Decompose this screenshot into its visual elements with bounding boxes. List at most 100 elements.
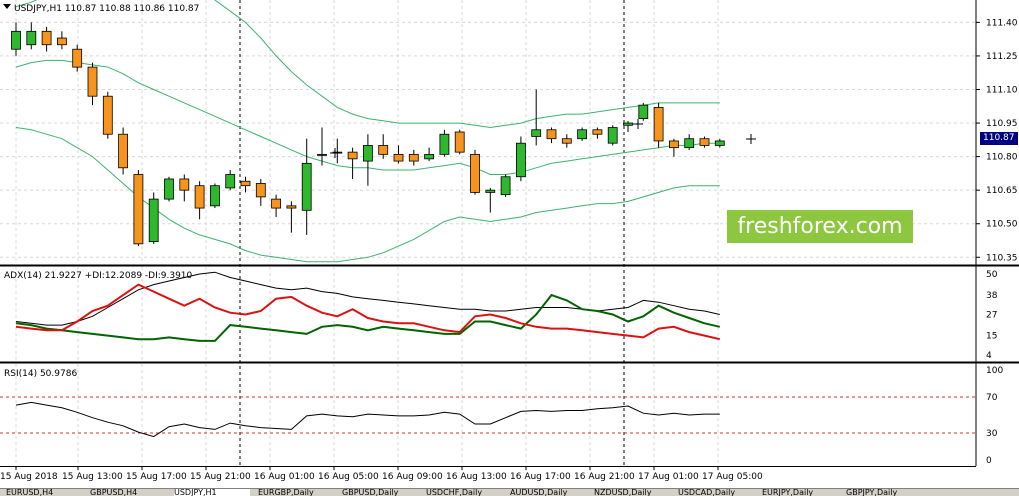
candle bbox=[102, 91, 113, 139]
candle bbox=[362, 134, 373, 186]
candle bbox=[26, 22, 37, 50]
tab-gbpusd-h4[interactable]: GBPUSD,H4 bbox=[90, 489, 138, 496]
bull-candle-body bbox=[225, 174, 236, 189]
bear-candle-body bbox=[194, 185, 205, 209]
adx-series-adx bbox=[15, 271, 720, 326]
candle bbox=[408, 149, 419, 166]
bull-candle-body bbox=[531, 129, 542, 137]
candle bbox=[454, 129, 465, 155]
session-separators bbox=[239, 0, 625, 466]
current-price-label: 110.87 bbox=[980, 132, 1018, 145]
candle bbox=[271, 194, 282, 218]
bull-candle-body bbox=[424, 153, 435, 160]
tab-usdcad-daily[interactable]: USDCAD,Daily bbox=[678, 489, 736, 496]
candle bbox=[531, 89, 542, 146]
bear-candle-body bbox=[393, 153, 404, 162]
tab-gbpjpy-daily[interactable]: GBPJPY,Daily bbox=[846, 489, 898, 496]
time-tick-label: 16 Aug 13:00 bbox=[446, 472, 507, 482]
bear-candle-body bbox=[87, 66, 98, 97]
candle bbox=[286, 201, 297, 233]
bear-candle-body bbox=[286, 205, 297, 209]
bear-candle-body bbox=[133, 174, 144, 245]
adx-indicator bbox=[15, 271, 721, 342]
candle bbox=[592, 127, 603, 139]
candle bbox=[638, 102, 649, 121]
adx-tick-label: 4 bbox=[986, 351, 992, 361]
tab-nzdusd-daily[interactable]: NZDUSD,Daily bbox=[594, 489, 652, 496]
candle bbox=[684, 134, 695, 150]
candle bbox=[516, 136, 526, 182]
candle bbox=[424, 147, 435, 162]
candle bbox=[148, 192, 159, 244]
rsi-tick-label: 0 bbox=[986, 456, 992, 466]
rsi-indicator bbox=[0, 396, 976, 438]
price-tick-label: 110.95 bbox=[986, 119, 1018, 129]
rsi-series bbox=[15, 401, 720, 438]
candle bbox=[347, 147, 358, 179]
price-axis: 111.40 111.25 111.10 110.95 110.80 110.65 110.… bbox=[976, 18, 1018, 466]
chart-tabs: EURUSD,H4 GBPUSD,H4 USDJPY,H1 EURGBP,Daily G… bbox=[0, 488, 1019, 496]
bull-candle-body bbox=[164, 178, 174, 200]
price-tick-label: 110.80 bbox=[986, 153, 1018, 163]
tab-gbpusd-daily[interactable]: GBPUSD,Daily bbox=[342, 489, 399, 496]
price-tick-label: 111.25 bbox=[986, 52, 1018, 62]
bear-candle-body bbox=[240, 180, 251, 187]
candle bbox=[393, 145, 404, 164]
tab-eurjpy-daily[interactable]: EURJPY,Daily bbox=[762, 489, 814, 496]
candle bbox=[41, 26, 52, 52]
candle bbox=[87, 62, 98, 106]
tab-eurusd-h4[interactable]: EURUSD,H4 bbox=[6, 489, 54, 496]
candlesticks bbox=[11, 22, 756, 247]
candle bbox=[209, 183, 220, 209]
bear-candle-body bbox=[546, 129, 557, 140]
time-tick-label: 16 Aug 17:00 bbox=[510, 472, 571, 482]
candle bbox=[378, 134, 389, 159]
bear-candle-body bbox=[561, 138, 572, 144]
time-tick-label: 16 Aug 05:00 bbox=[318, 472, 379, 482]
candle bbox=[118, 127, 128, 175]
candle bbox=[194, 181, 205, 220]
crosshair-marker-icon bbox=[633, 119, 643, 129]
price-tick-label: 111.10 bbox=[986, 85, 1018, 95]
candle bbox=[577, 127, 587, 141]
time-tick-label: 17 Aug 05:00 bbox=[702, 472, 763, 482]
adx-tick-label: 15 bbox=[986, 332, 997, 342]
time-tick-label: 15 Aug 13:00 bbox=[62, 472, 123, 482]
rsi-tick-label: 30 bbox=[986, 429, 998, 439]
adx-series-minusdi bbox=[15, 283, 721, 341]
candle bbox=[57, 31, 67, 50]
tab-usdjpy-h1[interactable]: USDJPY,H1 bbox=[174, 489, 250, 496]
time-axis: 15 Aug 2018 15 Aug 13:00 15 Aug 17:00 15 Au… bbox=[0, 466, 763, 482]
tab-audusd-daily[interactable]: AUDUSD,Daily bbox=[510, 489, 568, 496]
bear-candle-body bbox=[347, 151, 358, 160]
bull-candle-body bbox=[577, 129, 587, 140]
candle bbox=[485, 187, 496, 213]
bull-candle-body bbox=[684, 138, 695, 149]
bull-candle-body bbox=[500, 176, 511, 196]
candle bbox=[470, 149, 480, 195]
bull-candle-body bbox=[301, 162, 312, 211]
adx-series-plusdi bbox=[15, 293, 721, 342]
bull-candle-body bbox=[485, 189, 496, 193]
bull-candle-body bbox=[516, 142, 526, 178]
candle bbox=[623, 120, 633, 132]
adx-header: ADX(14) 21.9227 +DI:12.2089 -DI:9.3910 bbox=[4, 271, 193, 281]
bear-candle-body bbox=[102, 95, 113, 135]
collapse-arrow-icon[interactable] bbox=[3, 4, 11, 9]
bear-candle-body bbox=[179, 178, 190, 191]
adx-tick-label: 27 bbox=[986, 311, 997, 321]
bear-candle-body bbox=[408, 153, 419, 162]
time-tick-label: 16 Aug 01:00 bbox=[254, 472, 315, 482]
main-header: USDJPY,H1 110.87 110.88 110.86 110.87 bbox=[14, 4, 199, 14]
tab-eurgbp-daily[interactable]: EURGBP,Daily bbox=[258, 489, 314, 496]
rsi-header: RSI(14) 50.9786 bbox=[4, 369, 77, 379]
bear-candle-body bbox=[669, 140, 679, 149]
candle bbox=[714, 138, 725, 148]
candle bbox=[653, 102, 664, 148]
bear-candle-body bbox=[255, 183, 266, 198]
time-tick-label: 17 Aug 01:00 bbox=[638, 472, 699, 482]
candle bbox=[179, 174, 190, 202]
tab-usdchf-daily[interactable]: USDCHF,Daily bbox=[426, 489, 483, 496]
bollinger-lower bbox=[15, 127, 720, 263]
